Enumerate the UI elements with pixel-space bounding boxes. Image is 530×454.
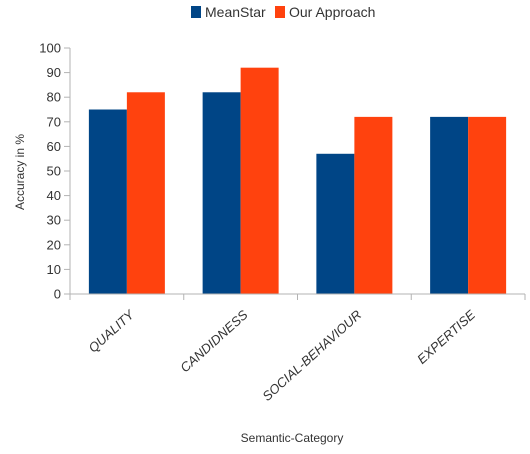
y-tick-label: 90 (47, 65, 61, 80)
bars-group (88, 67, 507, 295)
bar-meanstar-quality (88, 109, 127, 294)
bar-meanstar-expertise (430, 116, 469, 294)
bar-our-approach-social-behaviour (354, 116, 393, 294)
x-category-label: EXPERTISE (414, 307, 478, 367)
legend-swatch-our-approach (275, 6, 285, 18)
y-tick-label: 50 (47, 164, 61, 179)
x-category-label: CANDIDNESS (177, 307, 251, 375)
legend-label-our-approach: Our Approach (289, 4, 375, 20)
y-tick-label: 10 (47, 262, 61, 277)
y-tick-label: 20 (47, 237, 61, 252)
y-tick-label: 80 (47, 90, 61, 105)
y-axis-title: Accuracy in % (13, 134, 27, 210)
legend-label-meanstar: MeanStar (205, 4, 266, 20)
bar-meanstar-social-behaviour (316, 153, 355, 294)
bar-our-approach-candidness (240, 67, 279, 295)
x-category-label: SOCIAL-BEHAVIOUR (259, 307, 364, 404)
y-tick-label: 100 (39, 41, 61, 56)
x-axis-title: Semantic-Category (241, 431, 344, 445)
y-tick-label: 60 (47, 139, 61, 154)
bar-meanstar-candidness (202, 92, 241, 294)
bar-our-approach-quality (126, 92, 165, 294)
y-tick-label: 30 (47, 213, 61, 228)
x-category-label: QUALITY (86, 306, 138, 355)
y-tick-label: 40 (47, 188, 61, 203)
x-axis: QUALITY CANDIDNESS SOCIAL-BEHAVIOUR EXPERTI… (69, 293, 526, 404)
y-tick-label: 0 (54, 287, 61, 302)
y-axis: 0 10 20 30 40 50 60 70 80 90 100 (39, 41, 71, 302)
bar-our-approach-expertise (468, 116, 507, 294)
legend-swatch-meanstar (191, 6, 201, 18)
y-tick-label: 70 (47, 114, 61, 129)
legend: MeanStar Our Approach (191, 4, 375, 20)
